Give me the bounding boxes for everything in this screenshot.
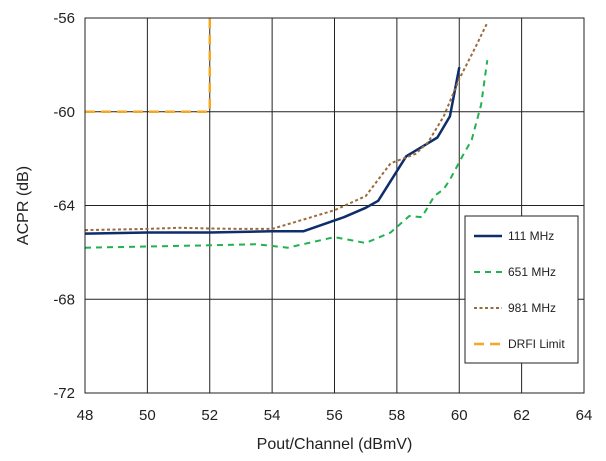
- x-tick-label: 52: [201, 407, 218, 424]
- legend-label-4: DRFI Limit: [508, 337, 565, 351]
- x-tick-label: 48: [77, 407, 94, 424]
- plot-border: [84, 17, 585, 394]
- legend-entries: 111 MHz 651 MHz 981 MHz DRFI Limit: [474, 229, 565, 351]
- legend-label-3: 981 MHz: [508, 301, 556, 315]
- x-tick-label: 60: [451, 407, 468, 424]
- y-tick-labels: -56 -60 -64 -68 -72: [53, 10, 75, 402]
- legend-box: [464, 215, 579, 364]
- x-tick-label: 64: [576, 407, 593, 424]
- series-line-3: [84, 22, 489, 232]
- y-tick-label: -64: [53, 198, 75, 215]
- x-tick-label: 50: [139, 407, 156, 424]
- x-tick-label: 58: [389, 407, 406, 424]
- y-tick-label: -68: [53, 291, 75, 308]
- x-tick-label: 56: [326, 407, 343, 424]
- series-line-1: [84, 66, 461, 235]
- x-tick-label: 54: [264, 407, 281, 424]
- series-layer: [84, 18, 489, 249]
- x-tick-label: 62: [513, 407, 530, 424]
- y-tick-label: -60: [53, 104, 75, 121]
- y-tick-label: -56: [53, 10, 75, 27]
- series-line-4: [85, 18, 212, 114]
- y-axis-title: ACPR (dB): [15, 166, 32, 245]
- legend: 111 MHz 651 MHz 981 MHz DRFI Limit: [464, 215, 579, 364]
- x-tick-labels: 48 50 52 54 56 58 60 62 64: [77, 407, 593, 424]
- y-tick-label: -72: [53, 385, 75, 402]
- legend-label-1: 111 MHz: [508, 229, 554, 243]
- legend-label-2: 651 MHz: [508, 265, 556, 279]
- series-line-2: [84, 60, 489, 249]
- x-axis-title: Pout/Channel (dBmV): [257, 436, 413, 453]
